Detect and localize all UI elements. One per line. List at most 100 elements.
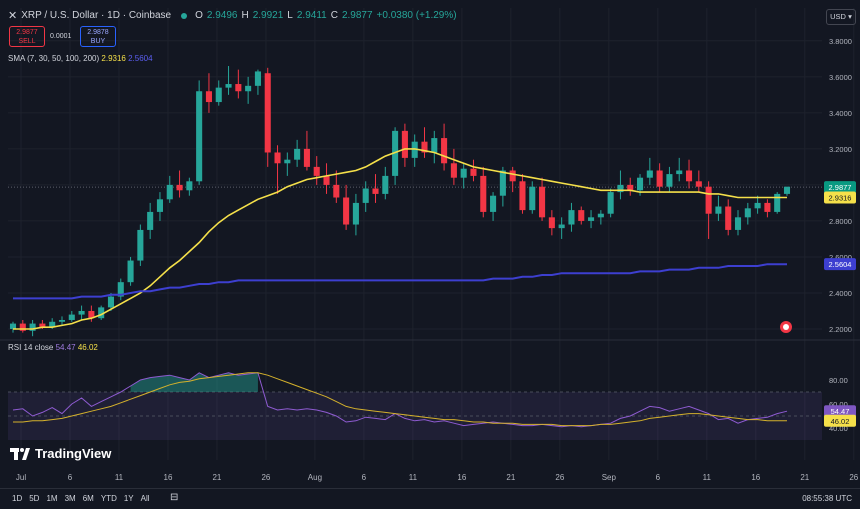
candle-body xyxy=(186,181,193,191)
candle-body xyxy=(68,314,75,320)
timeframe-button-5d[interactable]: 5D xyxy=(29,494,40,503)
candle-body xyxy=(656,170,663,187)
candle-body xyxy=(137,229,144,261)
rsi-tick-label: 40.00 xyxy=(829,424,848,433)
rsi-label: RSI 14 close xyxy=(8,343,54,352)
candle-body xyxy=(509,170,516,182)
rsi-value-1: 54.47 xyxy=(55,343,76,352)
candle-body xyxy=(29,323,36,331)
calendar-icon[interactable]: ⊟ xyxy=(170,492,179,503)
close-value: 2.9877 xyxy=(341,10,373,21)
candle-body xyxy=(685,170,693,182)
timeframe-button-1y[interactable]: 1Y xyxy=(123,494,134,503)
sell-button[interactable]: 2.9877 SELL xyxy=(9,26,45,47)
timeframe-button-3m[interactable]: 3M xyxy=(64,494,76,503)
candle-body xyxy=(597,213,604,218)
candle-body xyxy=(578,210,585,221)
candle-body xyxy=(734,217,742,230)
candle-body xyxy=(19,323,26,331)
candle-body xyxy=(49,321,56,328)
rsi-axis: 80.00 60.00 40.00 xyxy=(829,376,848,433)
chart-header: ✕ XRP / U.S. Dollar · 1D · Coinbase O 2.9… xyxy=(8,9,457,22)
time-tick-label: 26 xyxy=(261,473,270,482)
price-chart[interactable]: 3.80003.60003.40003.20003.00002.80002.60… xyxy=(0,0,860,488)
candle-body xyxy=(245,85,252,92)
candle-body xyxy=(411,141,418,158)
price-tick-label: 2.6000 xyxy=(829,253,852,262)
sma-slow-badge-bg xyxy=(824,258,856,271)
sma-slow-badge: 2.5604 xyxy=(829,260,852,269)
candle-body xyxy=(401,130,408,158)
candle-body xyxy=(519,181,526,211)
time-tick-label: 16 xyxy=(457,473,466,482)
price-tick-label: 2.2000 xyxy=(829,325,852,334)
currency-selector[interactable]: USD ▾ xyxy=(826,9,856,25)
timeframe-button-ytd[interactable]: YTD xyxy=(100,494,117,503)
last-price-badge: 2.9877 xyxy=(829,183,852,192)
time-tick-label: 6 xyxy=(362,473,367,482)
price-tick-label: 3.4000 xyxy=(829,109,852,118)
rsi-lines xyxy=(12,372,788,428)
timeframe-button-all[interactable]: All xyxy=(140,494,150,503)
sma-value-2: 2.5604 xyxy=(128,54,153,63)
candle-body xyxy=(627,184,634,191)
clock: 08:55:38 UTC xyxy=(802,494,852,503)
timeframe-button-1m[interactable]: 1M xyxy=(46,494,58,503)
candle-body xyxy=(98,307,105,319)
candle-body xyxy=(480,175,487,212)
time-tick-label: 21 xyxy=(212,473,221,482)
close-icon[interactable]: ✕ xyxy=(8,10,18,22)
timeframe-button-6m[interactable]: 6M xyxy=(82,494,94,503)
rsi-legend[interactable]: RSI 14 close 54.47 46.02 xyxy=(8,343,98,352)
time-tick-label: 16 xyxy=(164,473,173,482)
candle-body xyxy=(333,184,340,198)
time-tick-label: 21 xyxy=(800,473,809,482)
candle-body xyxy=(529,186,536,211)
candle-body xyxy=(676,170,683,175)
symbol-title[interactable]: XRP / U.S. Dollar · 1D · Coinbase xyxy=(21,10,172,21)
tradingview-logo-icon xyxy=(10,447,30,460)
candle-body xyxy=(431,138,438,153)
candle-body xyxy=(107,296,115,308)
time-tick-label: 11 xyxy=(115,473,124,482)
candle-body xyxy=(254,71,261,86)
candle-body xyxy=(382,175,389,194)
candle-body xyxy=(695,181,702,187)
time-tick-label: 6 xyxy=(656,473,661,482)
candle-body xyxy=(774,193,781,212)
candle-body xyxy=(568,210,575,225)
rsi-ma-badge-bg xyxy=(824,414,856,427)
time-tick-label: 21 xyxy=(506,473,515,482)
sma-legend[interactable]: SMA (7, 30, 50, 100, 200) 2.9316 2.5604 xyxy=(8,54,153,63)
high-label: H xyxy=(241,10,249,21)
candle-body xyxy=(323,175,330,185)
open-label: O xyxy=(195,10,203,21)
timeframe-button-1d[interactable]: 1D xyxy=(12,494,23,503)
grid xyxy=(0,8,860,460)
candle-body xyxy=(88,310,95,319)
candle-body xyxy=(558,224,565,229)
candle-body xyxy=(225,84,232,88)
candle-body xyxy=(9,323,17,329)
rsi-tick-label: 80.00 xyxy=(829,376,848,385)
sell-price: 2.9877 xyxy=(16,29,38,36)
candle-body xyxy=(303,148,310,167)
candle-body xyxy=(147,211,154,230)
time-tick-label: 11 xyxy=(703,473,712,482)
timeframe-buttons: 1D 5D 1M 3M 6M YTD 1Y All xyxy=(12,494,150,503)
candle-body xyxy=(205,91,212,103)
candle-body xyxy=(78,310,85,315)
candle-body xyxy=(754,202,761,209)
candles xyxy=(9,66,791,337)
low-value: 2.9411 xyxy=(296,10,327,21)
candle-body xyxy=(499,170,506,196)
candle-body xyxy=(39,323,46,328)
time-tick-label: Aug xyxy=(308,473,322,482)
event-icon-core xyxy=(783,324,789,330)
buy-button[interactable]: 2.9878 BUY xyxy=(80,26,116,47)
candle-body xyxy=(294,148,301,160)
candle-body xyxy=(58,319,66,322)
rsi-badge: 54.47 xyxy=(831,407,850,416)
last-price-badge-bg xyxy=(824,181,856,194)
